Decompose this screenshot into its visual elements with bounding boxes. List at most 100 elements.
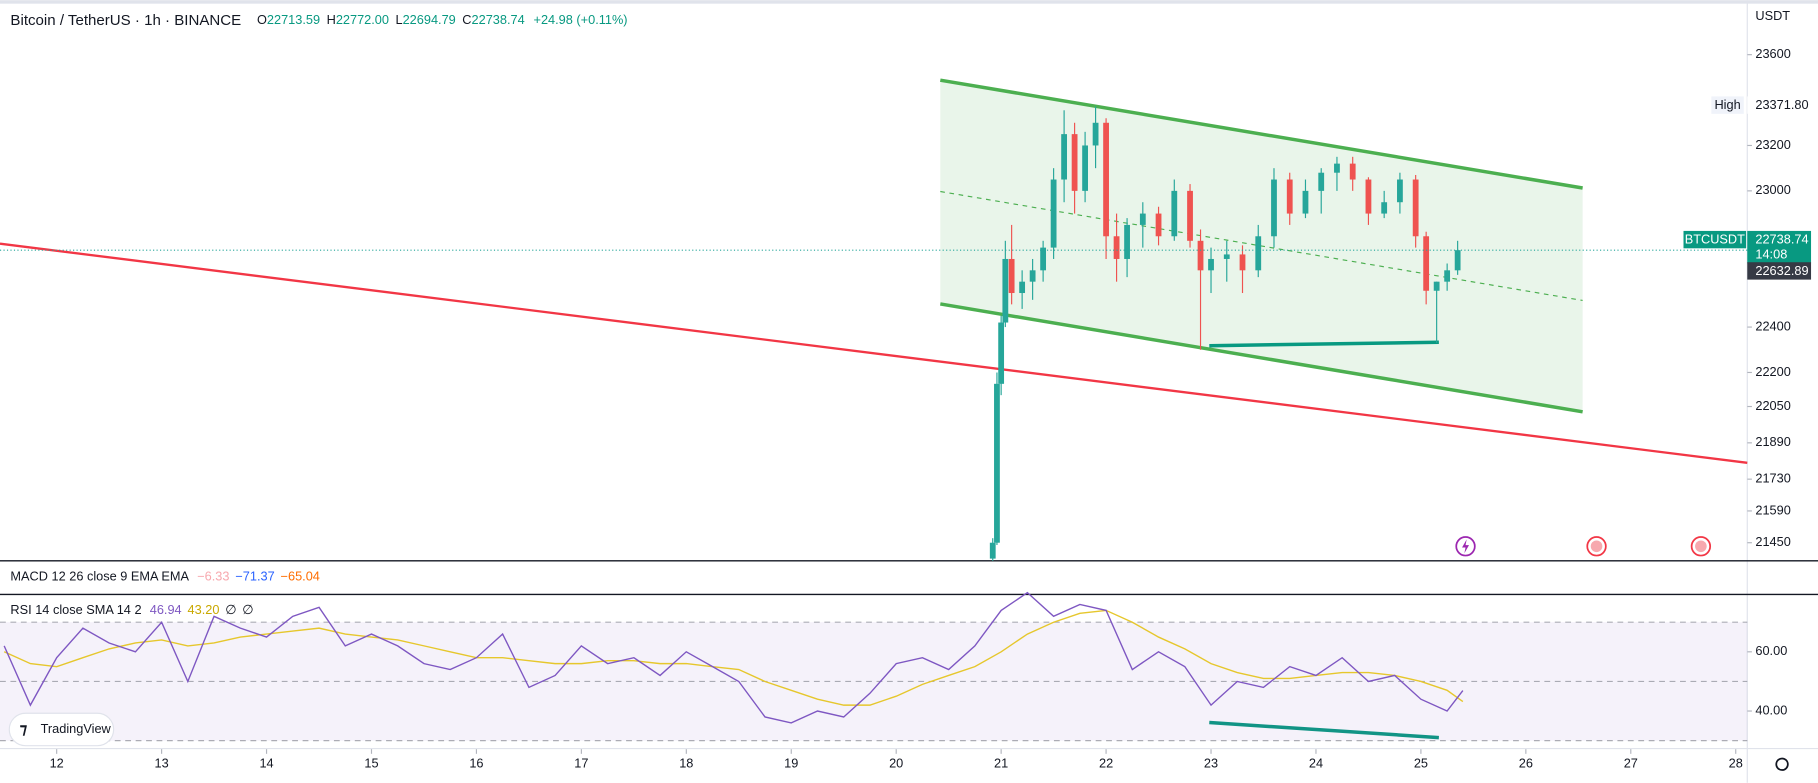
y-tick-label: 21890	[1755, 434, 1790, 449]
x-tick-label: 13	[155, 756, 169, 771]
candle-body	[1255, 236, 1262, 271]
symbol-label: BTCUSDT	[1685, 232, 1745, 247]
candle-body	[1139, 213, 1146, 225]
rsi-line	[3, 591, 1464, 724]
channel-top	[940, 78, 1583, 190]
candle-body	[1271, 179, 1277, 237]
rsi-divergence-line	[1209, 720, 1439, 740]
candle-body	[1002, 258, 1009, 323]
y-tick-label: 23600	[1755, 46, 1790, 61]
trendline	[0, 242, 1748, 464]
macd-label[interactable]: MACD 12 26 close 9 EMA EMA	[10, 569, 189, 584]
x-tick-label: 28	[1729, 756, 1743, 771]
x-tick-label: 24	[1309, 756, 1323, 771]
candle-body	[1334, 163, 1340, 173]
candle-body	[1208, 258, 1214, 271]
y-tick-label: 60.00	[1755, 643, 1787, 658]
candle-body	[1433, 281, 1440, 291]
candle-body	[1349, 163, 1356, 180]
event-icon-flag	[1695, 540, 1707, 553]
candle-body	[1197, 240, 1204, 271]
candle-body	[1381, 202, 1388, 214]
change: +24.98 (+0.11%)	[534, 12, 628, 27]
x-tick-label: 16	[469, 756, 483, 771]
candle-body	[989, 542, 996, 559]
candle-body	[1423, 236, 1430, 291]
top-strip	[0, 0, 1818, 4]
logo-text: TradingView	[41, 721, 112, 736]
y-tick-label: 22400	[1755, 318, 1790, 333]
rsi-value: 46.94	[150, 603, 182, 618]
ohlc-value: 22772.00	[336, 12, 389, 27]
rsi-label[interactable]: RSI 14 close SMA 14 2	[10, 603, 141, 618]
channel-bottom	[940, 302, 1583, 414]
macd-header: MACD 12 26 close 9 EMA EMA −6.33 −71.37 …	[10, 569, 319, 584]
y-tick-label: 22200	[1755, 364, 1790, 379]
rsi-value: ∅	[225, 603, 236, 618]
x-tick-label: 23	[1204, 756, 1218, 771]
candle-body	[1113, 236, 1120, 259]
x-tick-label: 19	[784, 756, 798, 771]
high-badge	[1711, 96, 1744, 114]
candle-body	[1444, 270, 1451, 282]
marks: 23600 23200 23000 22400 22200 22050 21890 21730…	[0, 46, 1791, 771]
countdown: 14:08	[1755, 247, 1787, 262]
candle-body	[1061, 134, 1068, 180]
event-icon-bolt	[1462, 539, 1470, 554]
event-icon-flag	[1590, 540, 1603, 553]
y-tick-label: 21450	[1755, 534, 1790, 549]
y-tick-label: 23000	[1755, 182, 1790, 197]
last-price: 22738.74	[1755, 232, 1808, 247]
last-price-badge	[1747, 230, 1812, 264]
ohlc-label: L	[396, 12, 403, 27]
x-tick-label: 25	[1414, 756, 1428, 771]
candle-body	[1155, 213, 1162, 237]
ohlc-value: 22694.79	[403, 12, 456, 27]
logo-box[interactable]	[8, 712, 115, 747]
candle-body	[1397, 179, 1403, 203]
x-tick-label: 14	[259, 756, 273, 771]
macd-value: −65.04	[281, 569, 320, 584]
x-tick-label: 15	[364, 756, 378, 771]
legend-header: Bitcoin / TetherUS · 1h · BINANCE O22713…	[10, 12, 627, 29]
x-tick-label: 21	[994, 756, 1008, 771]
symbol[interactable]: Bitcoin / TetherUS · 1h · BINANCE	[10, 12, 241, 29]
x-tick-label: 27	[1624, 756, 1638, 771]
candle-body	[1365, 179, 1372, 214]
candle-body	[998, 322, 1005, 384]
candle-body	[1286, 179, 1293, 214]
candle-body	[1302, 190, 1309, 214]
settings-icon[interactable]	[1775, 757, 1789, 771]
candle-body	[1124, 224, 1130, 259]
second-price-badge	[1747, 262, 1812, 280]
candle-body	[1223, 254, 1230, 259]
y-tick-label: 21590	[1755, 502, 1790, 517]
y-tick-label: 21730	[1755, 471, 1790, 486]
channel-mid	[940, 190, 1583, 302]
x-tick-label: 26	[1519, 756, 1533, 771]
candle-body	[1412, 179, 1419, 237]
candle-body	[1239, 254, 1246, 271]
symbol-badge	[1683, 230, 1747, 249]
rsi-header: RSI 14 close SMA 14 2 46.94 43.20 ∅ ∅	[10, 603, 253, 618]
logo-mark: ⁊	[20, 720, 28, 737]
y-tick-label: 23200	[1755, 137, 1790, 152]
candle-body	[1029, 270, 1036, 282]
ohlc-label: C	[462, 12, 471, 27]
macd-value: −71.37	[235, 569, 274, 584]
candle-body	[1019, 281, 1026, 294]
ohlc-label: O	[257, 12, 267, 27]
x-tick-label: 18	[679, 756, 693, 771]
candle-body	[1187, 190, 1193, 241]
x-tick-label: 22	[1099, 756, 1113, 771]
ohlc-label: H	[327, 12, 336, 27]
currency[interactable]: USDT	[1755, 8, 1790, 23]
candle-body	[994, 383, 1000, 543]
candle-body	[1008, 258, 1015, 294]
macd-value: −6.33	[197, 569, 229, 584]
candle-body	[1318, 172, 1325, 191]
y-tick-label: 40.00	[1755, 702, 1787, 717]
ohlc-value: 22713.59	[267, 12, 320, 27]
